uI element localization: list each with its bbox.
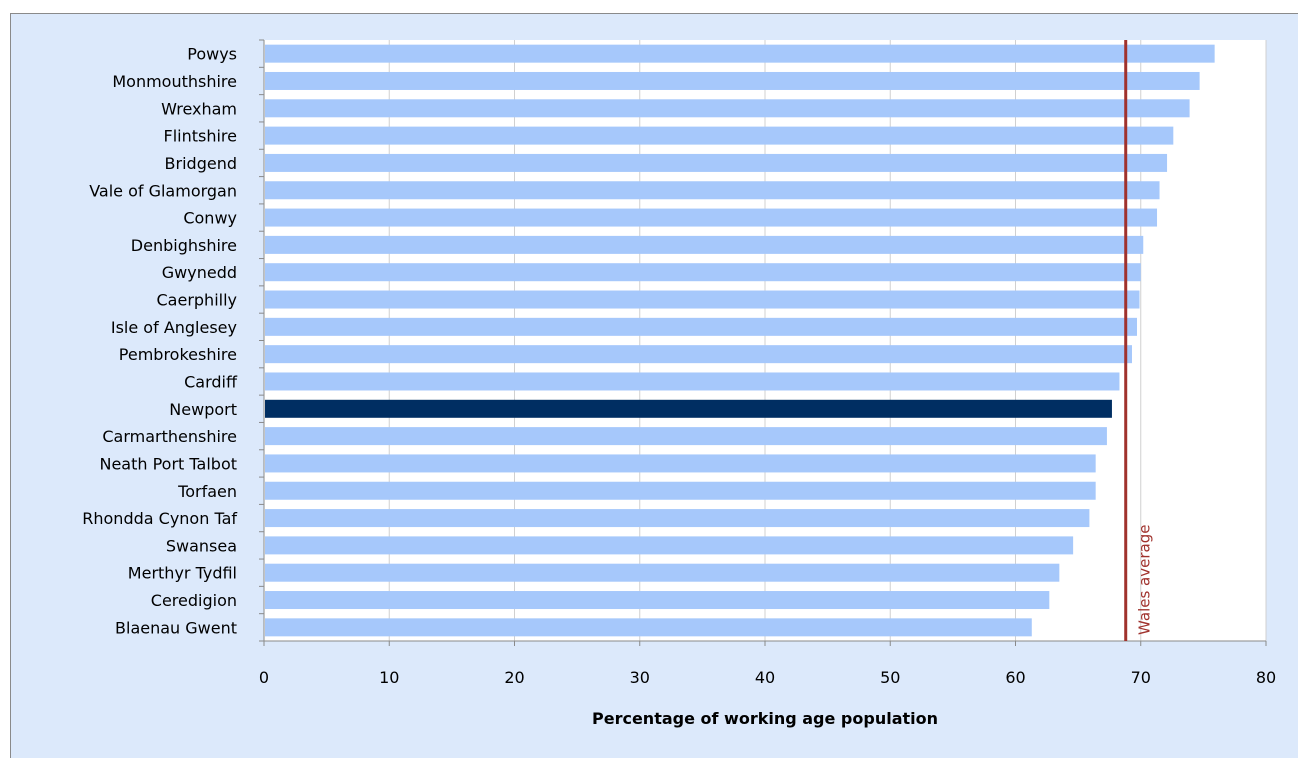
bar — [265, 181, 1160, 200]
reference-line-group: Wales average — [1124, 40, 1154, 641]
category-label: Gwynedd — [162, 263, 237, 282]
category-label: Conwy — [183, 209, 237, 228]
bar — [265, 481, 1096, 500]
category-label: Flintshire — [164, 127, 238, 146]
x-tick-label: 30 — [630, 668, 650, 687]
x-tick-label: 0 — [259, 668, 269, 687]
bar-highlighted — [265, 399, 1112, 418]
category-label: Cardiff — [184, 372, 238, 391]
category-label: Rhondda Cynon Taf — [82, 509, 237, 528]
x-tick-label: 70 — [1131, 668, 1151, 687]
category-label: Newport — [169, 400, 237, 419]
x-tick-label: 20 — [504, 668, 524, 687]
x-tick-label: 80 — [1256, 668, 1276, 687]
bar — [265, 591, 1050, 610]
bar — [265, 208, 1158, 227]
category-label: Denbighshire — [131, 236, 237, 255]
x-tick-label: 40 — [755, 668, 775, 687]
bar — [265, 372, 1120, 391]
bar — [265, 153, 1168, 172]
category-label: Carmarthenshire — [102, 427, 237, 446]
bar — [265, 345, 1132, 364]
category-label: Torfaen — [177, 482, 237, 501]
bar — [265, 618, 1032, 637]
x-axis-title: Percentage of working age population — [592, 709, 938, 728]
x-tick-label: 10 — [379, 668, 399, 687]
category-label: Ceredigion — [151, 591, 237, 610]
x-axis: 0 10 20 30 40 50 60 70 80 — [259, 640, 1276, 687]
category-label: Wrexham — [161, 99, 237, 118]
bars — [265, 44, 1215, 637]
category-label: Swansea — [166, 536, 237, 555]
x-tick-label: 60 — [1005, 668, 1025, 687]
bar — [265, 263, 1141, 282]
bar — [265, 99, 1190, 118]
bar — [265, 235, 1144, 254]
category-label: Neath Port Talbot — [99, 454, 237, 473]
bar — [265, 126, 1174, 145]
category-label: Isle of Anglesey — [111, 318, 237, 337]
bar — [265, 290, 1140, 309]
bar — [265, 44, 1215, 63]
category-label: Monmouthshire — [112, 72, 237, 91]
category-label: Caerphilly — [157, 291, 238, 310]
category-label: Bridgend — [165, 154, 237, 173]
y-axis: Powys Monmouthshire Wrexham Flintshire Bridg… — [82, 39, 265, 642]
bar — [265, 427, 1107, 446]
bar — [265, 317, 1137, 336]
bar — [265, 71, 1200, 90]
bar — [265, 563, 1060, 582]
reference-line-label: Wales average — [1136, 525, 1154, 635]
category-label: Blaenau Gwent — [115, 618, 237, 637]
bar — [265, 509, 1090, 528]
category-label: Powys — [187, 45, 237, 64]
category-label: Vale of Glamorgan — [89, 181, 237, 200]
x-tick-label: 50 — [880, 668, 900, 687]
category-label: Pembrokeshire — [119, 345, 237, 364]
bar — [265, 536, 1074, 555]
bar — [265, 454, 1096, 473]
category-label: Merthyr Tydfil — [128, 564, 237, 583]
